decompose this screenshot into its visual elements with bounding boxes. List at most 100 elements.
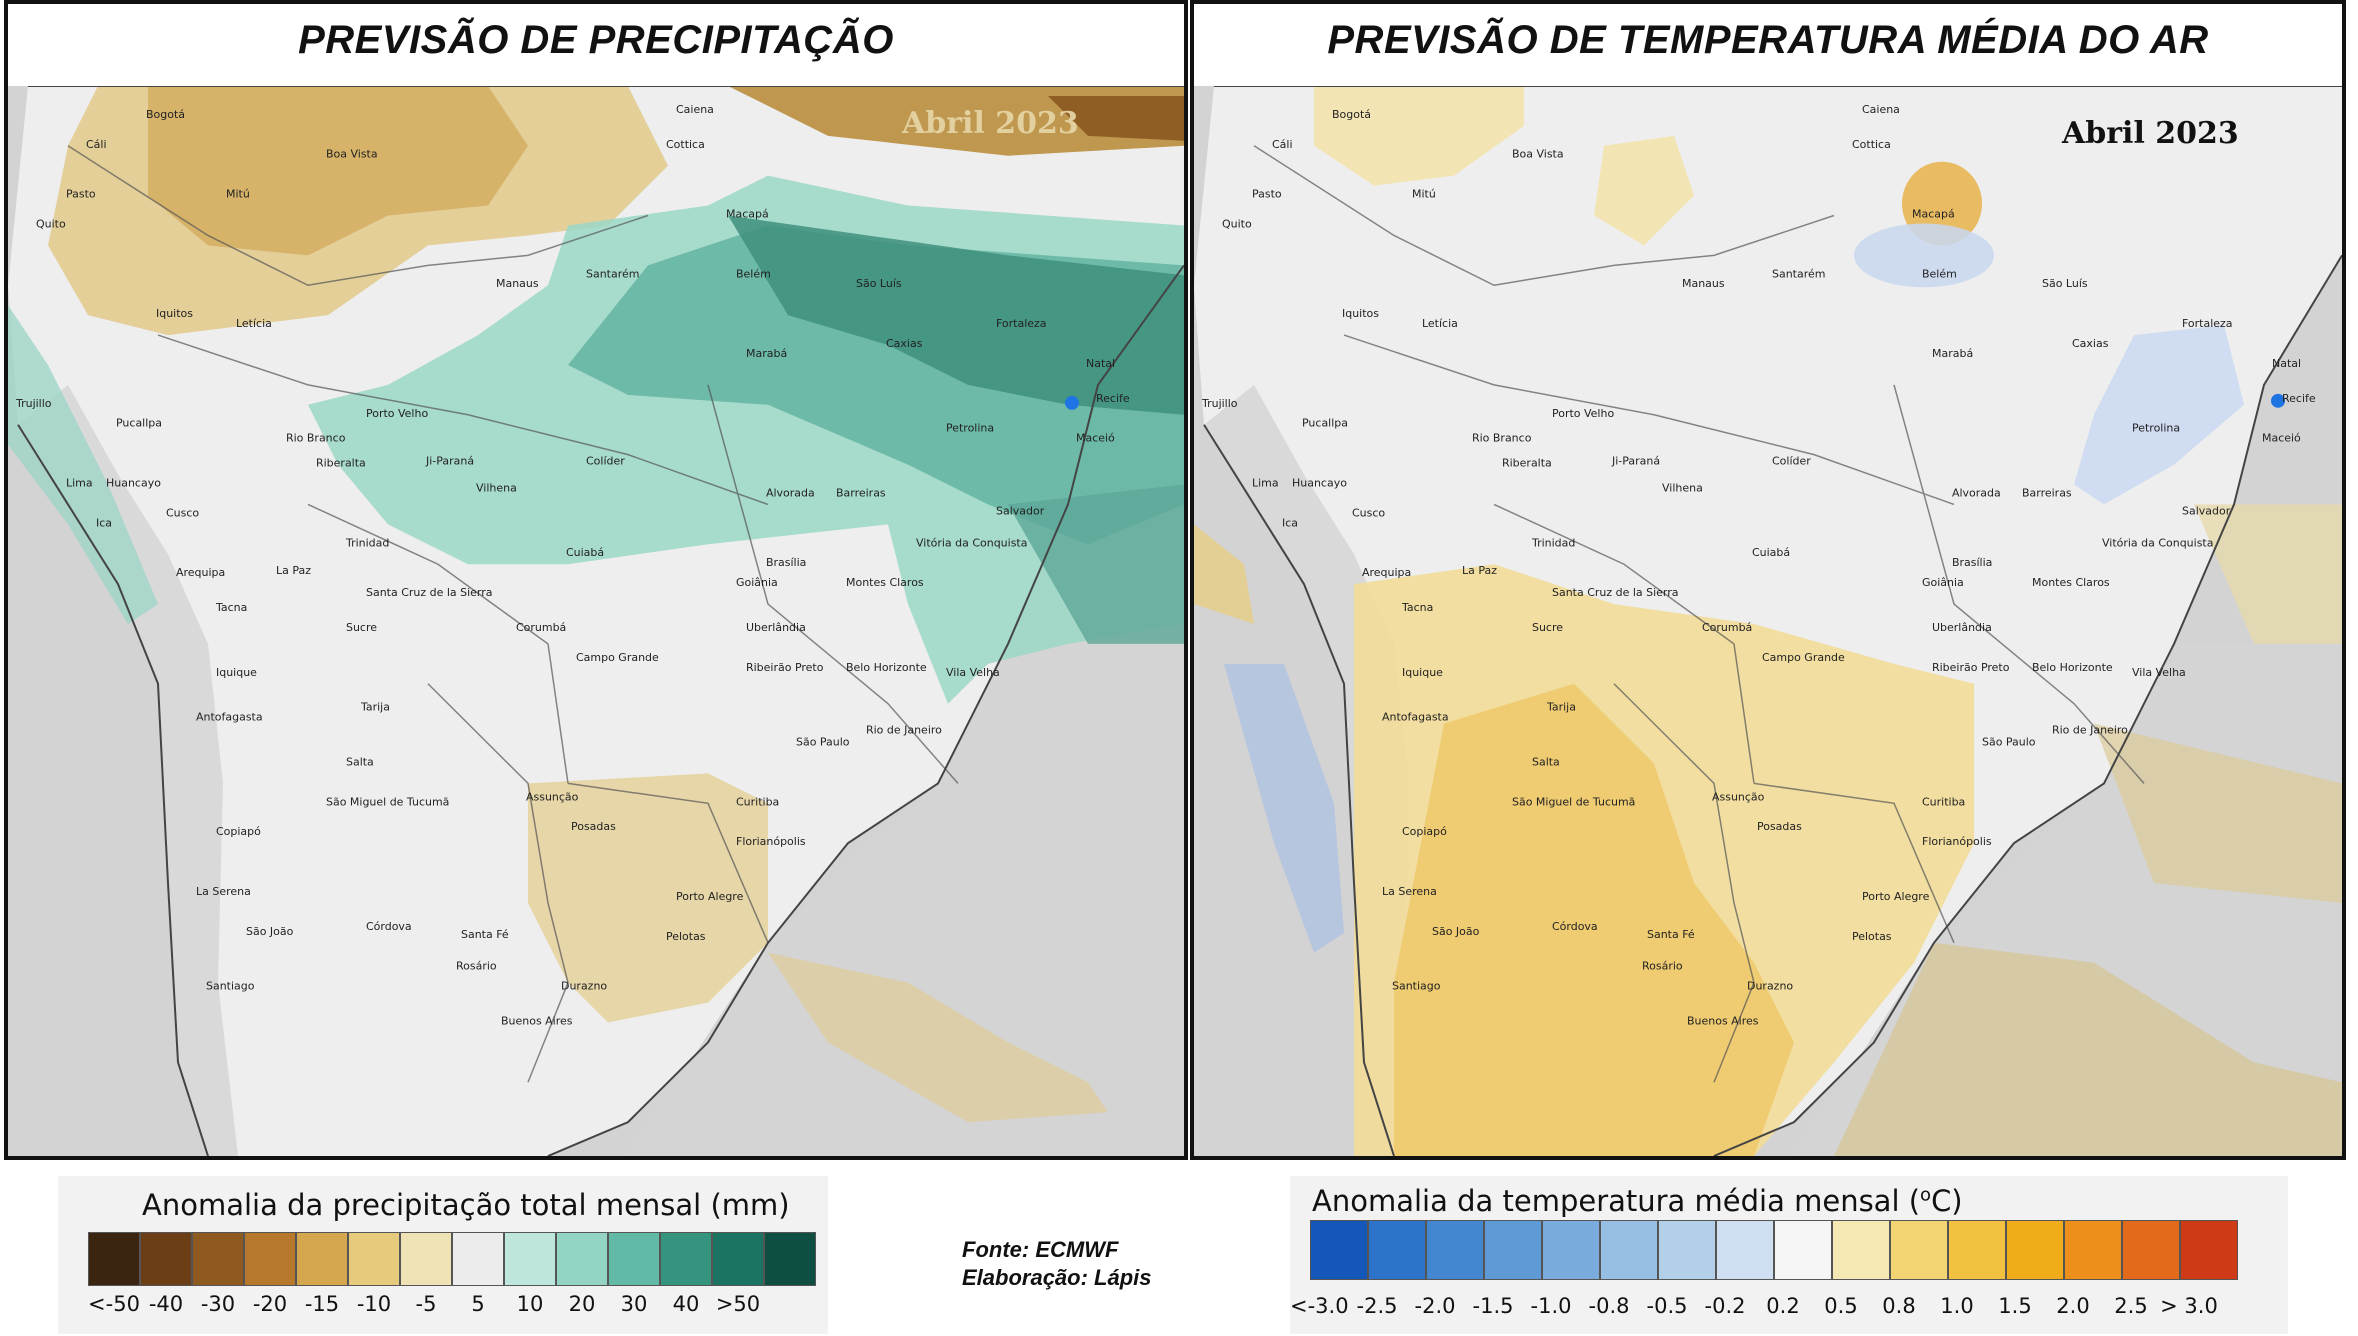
legend-tick-label: >50 [715, 1292, 761, 1316]
city-label: Natal [2272, 357, 2301, 370]
city-label: Barreiras [836, 486, 886, 499]
city-label: São Paulo [796, 736, 850, 749]
legend-tick-label: -1.0 [1530, 1294, 1572, 1318]
legend-tick-label: 1.0 [1940, 1294, 1974, 1318]
city-label: Florianópolis [736, 835, 806, 848]
temperature-map-graphic: Caiena Bogotá Cáli Cottica Boa Vista Pasto Mit… [1194, 86, 2342, 1156]
legend-swatch [1948, 1220, 2006, 1280]
legend-tick-label: -0.2 [1704, 1294, 1746, 1318]
legend-swatch [1310, 1220, 1368, 1280]
legend-tick-label: 2.5 [2114, 1294, 2148, 1318]
city-label: Lima [66, 477, 93, 490]
precipitation-month-label: Abril 2023 [902, 106, 1079, 141]
precipitation-scale-labels: <-50 -40 -30 -20 -15 -10 -5 5 10 20 30 40 >50 [88, 1292, 764, 1316]
city-label: Córdova [1552, 920, 1598, 933]
city-label: São Paulo [1982, 736, 2036, 749]
city-label: Rio Branco [1472, 432, 1532, 445]
city-label: Cáli [86, 138, 107, 151]
temperature-legend-unit: C) [1931, 1184, 1963, 1218]
legend-tick-label: -10 [356, 1292, 392, 1316]
city-label: Maceió [2262, 432, 2301, 445]
city-label: Trujillo [1201, 397, 1238, 410]
city-label: Trujillo [15, 397, 52, 410]
city-label: Ribeirão Preto [1932, 661, 2010, 674]
city-label: Iquitos [1342, 307, 1379, 320]
city-label: Boa Vista [1512, 148, 1564, 161]
city-label: São João [246, 925, 294, 938]
city-label: Rio Branco [286, 432, 346, 445]
city-label: Santa Fé [461, 928, 509, 941]
city-label: Petrolina [2132, 422, 2180, 435]
legend-tick-label: -5 [415, 1292, 437, 1316]
legend-swatch [1832, 1220, 1890, 1280]
legend-tick-label: -40 [148, 1292, 184, 1316]
degree-sign: o [1920, 1184, 1932, 1206]
city-label: Buenos Aires [501, 1015, 573, 1028]
temperature-legend-title-text: Anomalia da temperatura média mensal ( [1312, 1184, 1921, 1218]
city-label: Barreiras [2022, 486, 2072, 499]
city-label: Tarija [1546, 701, 1576, 714]
city-label: Rio de Janeiro [2052, 724, 2128, 737]
city-label: Cáli [1272, 138, 1293, 151]
city-label: Huancayo [106, 477, 161, 490]
legend-tick-label: 0.5 [1824, 1294, 1858, 1318]
city-label: Caiena [676, 103, 714, 116]
legend-tick-label: <-50 [88, 1292, 140, 1316]
city-label: La Serena [1382, 885, 1437, 898]
city-label: Rio de Janeiro [866, 724, 942, 737]
city-label: Macapá [726, 208, 769, 221]
city-label: Colíder [1772, 455, 1811, 468]
legend-swatch [244, 1232, 296, 1286]
city-label: Quito [1222, 217, 1252, 230]
city-label: Pucallpa [1302, 417, 1348, 430]
precipitation-color-scale [88, 1232, 816, 1286]
city-label: Assunção [526, 790, 579, 803]
city-label: Vila Velha [2132, 666, 2186, 679]
city-label: Caxias [2072, 337, 2109, 350]
legend-swatch [140, 1232, 192, 1286]
city-label: Riberalta [316, 457, 366, 470]
city-label: Córdova [366, 920, 412, 933]
legend-swatch [1774, 1220, 1832, 1280]
city-label: Santa Cruz de la Sierra [1552, 586, 1679, 599]
city-label: Salta [1532, 755, 1560, 768]
city-label: Sucre [346, 621, 377, 634]
city-label: Ica [96, 516, 112, 529]
city-label: Belém [736, 267, 771, 280]
city-label: Trinidad [345, 536, 389, 549]
legend-tick-label: > 3.0 [2160, 1294, 2218, 1318]
city-label: São Miguel de Tucumã [1512, 795, 1635, 808]
temperature-city-labels: Caiena Bogotá Cáli Cottica Boa Vista Pasto Mit… [1201, 103, 2316, 1028]
legend-swatch [88, 1232, 140, 1286]
legend-swatch [1890, 1220, 1948, 1280]
city-label: Ribeirão Preto [746, 661, 824, 674]
city-label: Porto Alegre [676, 890, 744, 903]
city-label: Uberlândia [1932, 621, 1992, 634]
legend-tick-label: -15 [304, 1292, 340, 1316]
city-label: Ji-Paraná [425, 455, 474, 468]
legend-swatch [296, 1232, 348, 1286]
temperature-title: PREVISÃO DE TEMPERATURA MÉDIA DO AR [1327, 18, 2209, 62]
legend-swatch [712, 1232, 764, 1286]
city-label: Ica [1282, 516, 1298, 529]
city-label: Montes Claros [2032, 576, 2110, 589]
city-label: Arequipa [1362, 566, 1411, 579]
city-label: Pucallpa [116, 417, 162, 430]
city-label: Copiapó [216, 825, 261, 838]
city-label: Porto Velho [366, 407, 428, 420]
legend-swatch [192, 1232, 244, 1286]
city-label: Durazno [561, 980, 607, 993]
precipitation-map-graphic: Caiena Bogotá Cáli Cottica Boa Vista Pasto Mit… [8, 86, 1184, 1156]
city-label: Belo Horizonte [2032, 661, 2113, 674]
temperature-color-scale [1310, 1220, 2238, 1280]
city-label: Cusco [1352, 506, 1385, 519]
legend-swatch [504, 1232, 556, 1286]
city-label: Riberalta [1502, 457, 1552, 470]
city-label: Antofagasta [196, 711, 263, 724]
legend-tick-label: 40 [672, 1292, 700, 1316]
city-label: Caiena [1862, 103, 1900, 116]
city-label: Pelotas [1852, 930, 1892, 943]
city-label: Marabá [746, 347, 787, 360]
legend-tick-label: 1.5 [1998, 1294, 2032, 1318]
city-label: Rosário [456, 960, 497, 973]
